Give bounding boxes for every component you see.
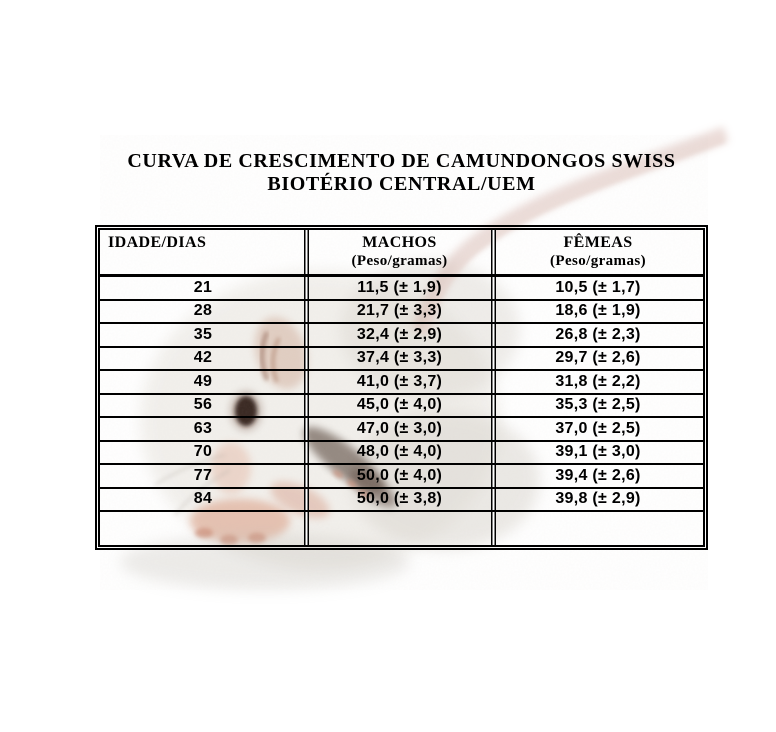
growth-table: IDADE/DIAS MACHOS (Peso/gramas) FÊMEAS (… [95,225,708,550]
females-weight-cell: 29,7 (± 2,6) [493,346,703,371]
males-weight-cell: 41,0 (± 3,7) [306,370,493,395]
females-weight-cell: 31,8 (± 2,2) [493,370,703,395]
empty-table-row [100,511,703,545]
males-weight-cell: 37,4 (± 3,3) [306,346,493,371]
document-title: CURVA DE CRESCIMENTO DE CAMUNDONGOS SWIS… [95,150,708,196]
age-cell: 21 [100,275,306,301]
title-line-1: CURVA DE CRESCIMENTO DE CAMUNDONGOS SWIS… [127,150,676,172]
empty-cell [100,511,306,545]
table-row: 49 41,0 (± 3,7) 31,8 (± 2,2) [100,370,703,395]
males-weight-cell: 11,5 (± 1,9) [306,275,493,301]
table-row: 28 21,7 (± 3,3) 18,6 (± 1,9) [100,299,703,324]
females-weight-cell: 39,1 (± 3,0) [493,440,703,465]
header-label: IDADE/DIAS [108,234,207,251]
header-sublabel: (Peso/gramas) [351,253,448,269]
males-weight-cell: 47,0 (± 3,0) [306,417,493,442]
column-header-machos: MACHOS (Peso/gramas) [306,230,493,277]
females-weight-cell: 26,8 (± 2,3) [493,323,703,348]
table-row: 42 37,4 (± 3,3) 29,7 (± 2,6) [100,346,703,371]
age-cell: 70 [100,440,306,465]
males-weight-cell: 50,0 (± 3,8) [306,487,493,512]
table-row: 21 11,5 (± 1,9) 10,5 (± 1,7) [100,275,703,301]
males-weight-cell: 21,7 (± 3,3) [306,299,493,324]
table-row: 84 50,0 (± 3,8) 39,8 (± 2,9) [100,487,703,512]
table-row: 77 50,0 (± 4,0) 39,4 (± 2,6) [100,464,703,489]
title-line-2: BIOTÉRIO CENTRAL/UEM [267,173,536,195]
females-weight-cell: 39,8 (± 2,9) [493,487,703,512]
females-weight-cell: 39,4 (± 2,6) [493,464,703,489]
females-weight-cell: 10,5 (± 1,7) [493,275,703,301]
age-cell: 56 [100,393,306,418]
empty-cell [306,511,493,545]
age-cell: 42 [100,346,306,371]
age-cell: 49 [100,370,306,395]
empty-cell [493,511,703,545]
header-row: IDADE/DIAS MACHOS (Peso/gramas) FÊMEAS (… [100,230,703,277]
header-label: MACHOS [362,234,437,251]
age-cell: 77 [100,464,306,489]
females-weight-cell: 18,6 (± 1,9) [493,299,703,324]
header-label: FÊMEAS [563,234,633,251]
males-weight-cell: 50,0 (± 4,0) [306,464,493,489]
table-row: 70 48,0 (± 4,0) 39,1 (± 3,0) [100,440,703,465]
table-row: 35 32,4 (± 2,9) 26,8 (± 2,3) [100,323,703,348]
females-weight-cell: 35,3 (± 2,5) [493,393,703,418]
column-header-idade-dias: IDADE/DIAS [100,230,306,277]
column-header-femeas: FÊMEAS (Peso/gramas) [493,230,703,277]
males-weight-cell: 32,4 (± 2,9) [306,323,493,348]
table-row: 63 47,0 (± 3,0) 37,0 (± 2,5) [100,417,703,442]
age-cell: 35 [100,323,306,348]
table-row: 56 45,0 (± 4,0) 35,3 (± 2,5) [100,393,703,418]
header-sublabel: (Peso/gramas) [549,253,646,269]
age-cell: 84 [100,487,306,512]
females-weight-cell: 37,0 (± 2,5) [493,417,703,442]
males-weight-cell: 48,0 (± 4,0) [306,440,493,465]
males-weight-cell: 45,0 (± 4,0) [306,393,493,418]
age-cell: 28 [100,299,306,324]
age-cell: 63 [100,417,306,442]
